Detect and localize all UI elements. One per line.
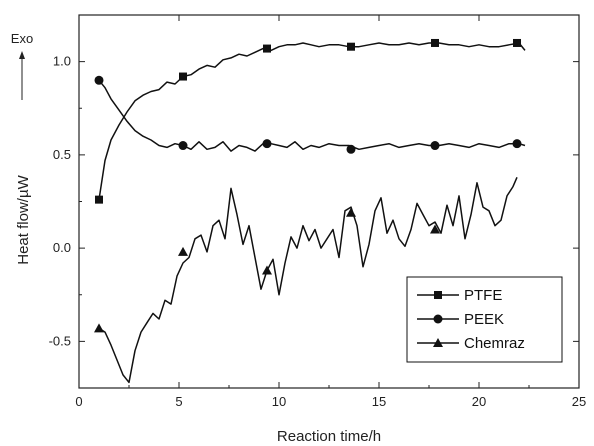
y-tick-label: 0.0: [53, 240, 71, 255]
legend-label: Chemraz: [464, 335, 525, 352]
legend-item-chemraz: Chemraz: [417, 335, 525, 352]
y-axis-title: Heat flow/µW: [15, 174, 32, 264]
data-point-ptfe: [95, 195, 103, 204]
data-point-peek: [430, 141, 440, 151]
data-point-peek: [94, 75, 104, 85]
data-point-peek: [512, 139, 522, 149]
series-line-ptfe: [98, 42, 526, 200]
legend-item-ptfe: PTFE: [417, 287, 502, 304]
y-tick-label: 0.5: [53, 147, 71, 162]
data-point-peek: [346, 144, 356, 154]
x-tick-label: 5: [175, 394, 182, 409]
legend-label: PEEK: [464, 311, 504, 328]
data-point-chemraz: [262, 265, 272, 275]
legend-square-marker-icon: [434, 291, 442, 299]
legend: PTFE PEEK Chemraz: [406, 276, 563, 363]
legend-circle-marker-icon: [433, 314, 443, 324]
markers-group: [94, 38, 522, 333]
x-tick-label: 25: [572, 394, 586, 409]
x-tick-label: 10: [272, 394, 286, 409]
x-tick-label: 0: [75, 394, 82, 409]
axes-group: 0 5 10 15 20 25 -0.5 0.0 0.5 1.0: [49, 14, 586, 409]
legend-item-peek: PEEK: [417, 311, 504, 328]
series-group: [98, 42, 526, 384]
data-point-chemraz: [430, 224, 440, 234]
data-point-chemraz: [346, 207, 356, 217]
series-line-peek: [98, 79, 526, 152]
data-point-chemraz: [178, 246, 188, 256]
series-line-chemraz: [98, 177, 518, 384]
legend-label: PTFE: [464, 287, 502, 304]
exo-annotation: Exo: [11, 31, 33, 46]
x-axis-title: Reaction time/h: [277, 428, 381, 445]
exo-arrow-icon: [19, 51, 25, 100]
legend-triangle-marker-icon: [433, 338, 443, 347]
y-tick-label: 1.0: [53, 54, 71, 69]
y-tick-label: -0.5: [49, 333, 71, 348]
data-point-peek: [178, 141, 188, 151]
data-point-ptfe: [263, 44, 271, 53]
data-point-ptfe: [513, 38, 521, 47]
data-point-chemraz: [94, 323, 104, 333]
data-point-ptfe: [431, 38, 439, 47]
x-tick-label: 15: [372, 394, 386, 409]
data-point-ptfe: [179, 72, 187, 81]
x-tick-label: 20: [472, 394, 486, 409]
data-point-peek: [262, 139, 272, 149]
data-point-ptfe: [347, 42, 355, 51]
